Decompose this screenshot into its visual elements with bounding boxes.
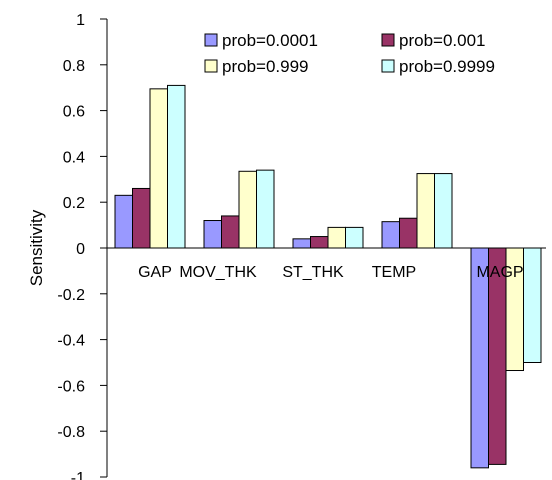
- legend-swatch: [204, 33, 218, 47]
- legend-label: prob=0.0001: [222, 31, 318, 50]
- y-tick-label: 1: [76, 12, 85, 29]
- y-axis-ticks: 1 0.8 0.6 0.4 0.2 0 -0.2 -0.4 -0.6 -0.8 -1: [57, 12, 107, 480]
- bar-gap-series-1: [114, 194, 133, 249]
- bar-st-thk-series-3: [327, 226, 346, 249]
- y-axis-title: Sensitivity: [27, 209, 46, 286]
- bar-gap-series-3: [149, 88, 168, 249]
- category-labels: GAP MOV_THK ST_THK TEMP MAGP: [138, 264, 523, 281]
- y-tick-label: -0.4: [57, 333, 85, 350]
- category-label: MOV_THK: [179, 264, 257, 281]
- category-label: MAGP: [476, 264, 523, 281]
- y-tick-label: -0.6: [57, 378, 85, 395]
- y-tick-label: 0: [76, 241, 85, 258]
- bar-st-thk-series-2: [310, 236, 329, 249]
- category-label: GAP: [138, 264, 172, 281]
- bar-magp-series-4: [523, 247, 542, 363]
- bar-mov-thk-series-2: [221, 215, 240, 249]
- y-tick-label: -1: [71, 470, 85, 480]
- legend-label: prob=0.999: [222, 57, 309, 76]
- bar-temp-series-2: [399, 217, 418, 249]
- y-tick-label: 0.2: [63, 195, 85, 212]
- bar-mov-thk-series-1: [203, 220, 222, 249]
- legend-swatch: [204, 59, 218, 73]
- y-tick-label: 0.8: [63, 58, 85, 75]
- y-tick-label: -0.2: [57, 287, 85, 304]
- bar-st-thk-series-4: [345, 226, 364, 249]
- category-label: TEMP: [372, 264, 416, 281]
- bar-gap-series-4: [167, 84, 186, 249]
- bar-temp-series-4: [434, 173, 453, 249]
- y-tick-label: 0.4: [63, 149, 85, 166]
- legend-label: prob=0.9999: [399, 57, 495, 76]
- legend: prob=0.0001 prob=0.001 prob=0.999 prob=0.99…: [204, 31, 495, 76]
- legend-swatch: [381, 59, 395, 73]
- bar-mov-thk-series-3: [238, 170, 257, 249]
- y-tick-label: 0.6: [63, 104, 85, 121]
- bar-mov-thk-series-4: [256, 169, 275, 249]
- bar-temp-series-3: [416, 173, 435, 249]
- y-tick-label: -0.8: [57, 424, 85, 441]
- legend-swatch: [381, 33, 395, 47]
- bar-st-thk-series-1: [292, 238, 311, 249]
- legend-label: prob=0.001: [399, 31, 486, 50]
- bar-temp-series-1: [381, 221, 400, 249]
- category-label: ST_THK: [282, 264, 344, 281]
- bar-gap-series-2: [132, 187, 151, 249]
